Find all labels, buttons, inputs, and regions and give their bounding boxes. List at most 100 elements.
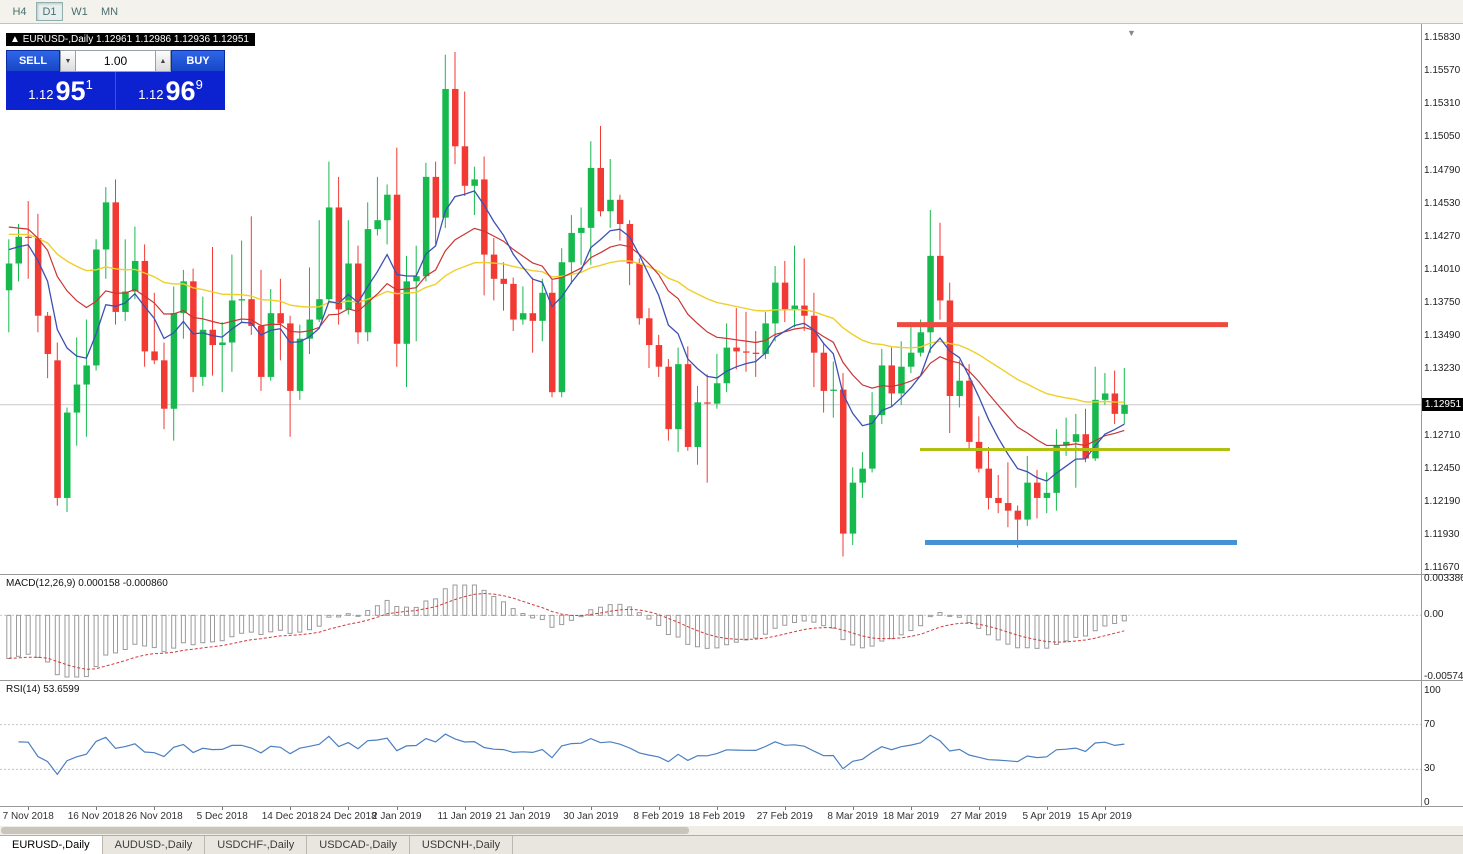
- date-axis-label: 16 Nov 2018: [67, 811, 125, 822]
- rsi-axis[interactable]: 100 70 30 0: [1421, 680, 1463, 808]
- macd-axis-label: -0.00574: [1424, 671, 1463, 682]
- time-axis[interactable]: 7 Nov 2018 16 Nov 2018 26 Nov 2018 5 Dec 20…: [0, 806, 1463, 826]
- symbol-ohlc-text: EURUSD-,Daily 1.12961 1.12986 1.12936 1.…: [22, 34, 249, 45]
- date-tick: [1046, 807, 1048, 810]
- candlestick-chart-canvas[interactable]: [0, 24, 1421, 574]
- trade-panel-prices-row: 1.12 95 1 1.12 96 9: [6, 72, 225, 110]
- price-axis-label: 1.15830: [1424, 32, 1461, 43]
- buy-price-pipette: 9: [195, 77, 203, 92]
- date-axis-label: 30 Jan 2019: [563, 811, 619, 822]
- sell-button[interactable]: SELL: [6, 50, 60, 72]
- rsi-line: [18, 733, 1125, 776]
- timeframe-button-w1[interactable]: W1: [66, 2, 93, 21]
- panel-toggle-icon[interactable]: ▲: [10, 34, 20, 45]
- price-axis-label: 1.12450: [1424, 462, 1461, 474]
- date-tick: [716, 807, 718, 810]
- chart-tab-usdcad[interactable]: USDCAD-,Daily: [307, 836, 410, 854]
- date-tick: [852, 807, 854, 810]
- rsi-axis-label: 30: [1424, 763, 1436, 775]
- date-axis-label: 27 Feb 2019: [756, 811, 813, 822]
- date-axis-label: 18 Feb 2019: [688, 811, 745, 822]
- date-tick: [348, 807, 350, 810]
- date-axis-label: 8 Feb 2019: [633, 811, 684, 822]
- lot-size-input[interactable]: [76, 50, 155, 72]
- chart-tab-eurusd[interactable]: EURUSD-,Daily: [0, 836, 103, 854]
- date-axis-label: 21 Jan 2019: [495, 811, 551, 822]
- price-axis-label: 1.14790: [1424, 164, 1461, 176]
- macd-axis-label: 0.00: [1424, 609, 1444, 621]
- chart-tab-bar: EURUSD-,Daily AUDUSD-,Daily USDCHF-,Daily U…: [0, 835, 1463, 854]
- timeframe-button-mn[interactable]: MN: [96, 2, 123, 21]
- rsi-axis-label: 100: [1424, 685, 1441, 696]
- sell-price-prefix: 1.12: [28, 87, 54, 102]
- price-axis-label: 1.13490: [1424, 330, 1461, 342]
- candles-layer[interactable]: [5, 52, 1128, 557]
- date-tick: [396, 807, 398, 810]
- chart-symbol-ohlc-info: ▲ EURUSD-,Daily 1.12961 1.12986 1.12936 …: [6, 33, 255, 46]
- sell-price-display[interactable]: 1.12 95 1: [6, 72, 116, 110]
- macd-canvas[interactable]: [0, 575, 1421, 681]
- date-axis-label: 5 Dec 2018: [196, 811, 248, 822]
- date-tick: [910, 807, 912, 810]
- price-axis-label: 1.12190: [1424, 495, 1461, 507]
- date-tick: [522, 807, 524, 810]
- macd-axis[interactable]: 0.003386 0.00 -0.00574: [1421, 573, 1463, 682]
- price-axis-label: 1.11930: [1424, 528, 1460, 540]
- rsi-axis-label: 70: [1424, 718, 1436, 730]
- date-tick: [658, 807, 660, 810]
- macd-indicator-pane[interactable]: MACD(12,26,9) 0.000158 -0.000860: [0, 574, 1421, 680]
- price-axis-label: 1.14010: [1424, 263, 1461, 275]
- buy-button[interactable]: BUY: [171, 50, 225, 72]
- price-axis[interactable]: 1.15830 1.15570 1.15310 1.15050 1.14790 1.145…: [1421, 24, 1463, 574]
- rsi-canvas[interactable]: [0, 681, 1421, 807]
- macd-title: MACD(12,26,9) 0.000158 -0.000860: [6, 578, 168, 589]
- buy-price-prefix: 1.12: [138, 87, 164, 102]
- macd-signal-line: [8, 592, 1125, 670]
- horizontal-scrollbar-thumb[interactable]: [1, 827, 689, 834]
- price-axis-label: 1.14270: [1424, 230, 1461, 242]
- price-axis-label: 1.11670: [1424, 562, 1460, 573]
- date-axis-label: 11 Jan 2019: [437, 811, 492, 822]
- horizontal-scrollbar[interactable]: [0, 826, 1463, 835]
- price-axis-label: 1.12710: [1424, 429, 1461, 441]
- chart-tab-audusd[interactable]: AUDUSD-,Daily: [103, 836, 206, 854]
- timeframe-toolbar: H4 D1 W1 MN: [0, 0, 1463, 24]
- price-axis-label: 1.15050: [1424, 131, 1461, 143]
- date-tick: [28, 807, 30, 810]
- date-axis-label: 2 Jan 2019: [372, 811, 422, 822]
- lot-increase-button[interactable]: ▲: [155, 50, 171, 72]
- date-tick: [464, 807, 466, 810]
- date-axis-label: 8 Mar 2019: [827, 811, 878, 822]
- scroll-to-end-icon[interactable]: ▼: [1127, 28, 1136, 38]
- price-axis-label: 1.14530: [1424, 197, 1461, 209]
- chart-tab-usdcnh[interactable]: USDCNH-,Daily: [410, 836, 514, 854]
- main-chart-area[interactable]: ▼ ▲ EURUSD-,Daily 1.12961 1.12986 1.1293…: [0, 24, 1421, 574]
- chart-tab-usdchf[interactable]: USDCHF-,Daily: [205, 836, 308, 854]
- timeframe-button-d1[interactable]: D1: [36, 2, 63, 21]
- date-tick: [784, 807, 786, 810]
- sell-price-pipette: 1: [85, 77, 93, 92]
- current-price-tag: 1.12951: [1422, 397, 1463, 411]
- price-axis-label: 1.15310: [1424, 98, 1461, 110]
- macd-histogram-layer: [6, 584, 1127, 678]
- one-click-trading-panel: SELL ▼ ▲ BUY 1.12 95 1 1.12 96 9: [6, 50, 225, 110]
- date-tick: [590, 807, 592, 810]
- macd-axis-label: 0.003386: [1424, 573, 1463, 584]
- date-axis-label: 18 Mar 2019: [882, 811, 939, 822]
- rsi-indicator-pane[interactable]: RSI(14) 53.6599: [0, 680, 1421, 806]
- date-axis-label: 7 Nov 2018: [2, 811, 54, 822]
- date-axis-label: 5 Apr 2019: [1022, 811, 1071, 822]
- price-axis-label: 1.13230: [1424, 363, 1461, 375]
- price-axis-label: 1.15570: [1424, 65, 1461, 77]
- date-axis-label: 24 Dec 2018: [319, 811, 377, 822]
- date-axis-label: 14 Dec 2018: [261, 811, 319, 822]
- price-axis-label: 1.13750: [1424, 297, 1461, 308]
- buy-price-display[interactable]: 1.12 96 9: [116, 72, 225, 110]
- date-tick: [978, 807, 980, 810]
- lot-decrease-button[interactable]: ▼: [60, 50, 76, 72]
- buy-price-big-digits: 96: [165, 76, 196, 106]
- trade-panel-controls-row: SELL ▼ ▲ BUY: [6, 50, 225, 72]
- date-tick: [290, 807, 292, 810]
- timeframe-button-h4[interactable]: H4: [6, 2, 33, 21]
